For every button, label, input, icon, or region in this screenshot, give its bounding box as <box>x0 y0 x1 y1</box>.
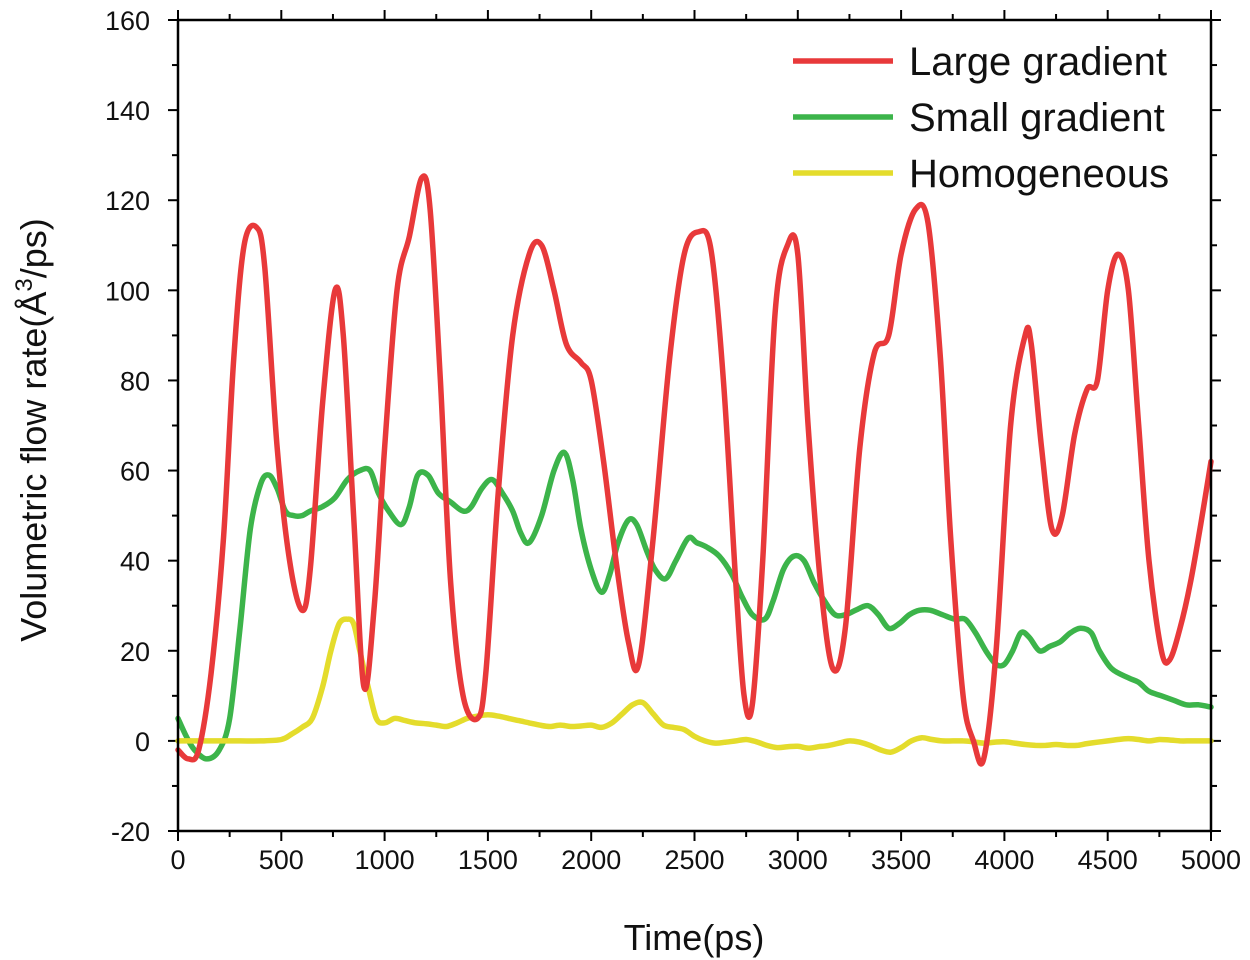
legend: Large gradient Small gradient Homogeneou… <box>793 40 1169 196</box>
y-tick-label: 0 <box>135 727 150 757</box>
legend-item-small-gradient: Small gradient <box>793 96 1165 140</box>
y-tick-label: 40 <box>120 547 150 577</box>
x-axis-title: Time(ps) <box>624 917 765 958</box>
x-tick-label: 4500 <box>1078 845 1138 875</box>
y-axis-title-units: /ps) <box>13 218 54 278</box>
x-tick-label: 5000 <box>1181 845 1241 875</box>
legend-label-homogeneous: Homogeneous <box>909 152 1169 196</box>
x-tick-label: 500 <box>259 845 304 875</box>
y-axis-title-superscript: 3 <box>11 278 38 291</box>
y-tick-label: 20 <box>120 637 150 667</box>
series-line-large-gradient <box>175 173 1214 767</box>
legend-item-large-gradient: Large gradient <box>793 40 1167 84</box>
tick-labels: 0 500 1000 1500 2000 2500 3000 3500 4000 4500 5000… <box>105 6 1241 875</box>
x-tick-label: 1500 <box>458 845 518 875</box>
legend-label-large-gradient: Large gradient <box>909 40 1167 84</box>
plot-frame <box>176 18 1213 833</box>
x-tick-label: 3500 <box>871 845 931 875</box>
y-tick-label: 120 <box>105 186 150 216</box>
y-tick-label: 140 <box>105 96 150 126</box>
y-tick-label: 160 <box>105 6 150 36</box>
y-tick-label: 100 <box>105 276 150 306</box>
legend-label-small-gradient: Small gradient <box>909 96 1165 140</box>
y-axis-title: Volumetric flow rate(Å3/ps) <box>11 218 54 642</box>
y-tick-label: 60 <box>120 457 150 487</box>
x-tick-label: 4000 <box>974 845 1034 875</box>
series-lines <box>175 173 1214 767</box>
x-tick-label: 0 <box>170 845 185 875</box>
legend-item-homogeneous: Homogeneous <box>793 152 1169 196</box>
y-axis-title-main: Volumetric flow rate(Å <box>13 292 54 642</box>
x-tick-label: 2000 <box>561 845 621 875</box>
y-tick-label: -20 <box>111 817 150 847</box>
x-tick-label: 3000 <box>768 845 828 875</box>
series-line-homogeneous <box>175 616 1214 755</box>
x-tick-label: 1000 <box>355 845 415 875</box>
series-line-small-gradient <box>175 449 1214 762</box>
x-tick-label: 2500 <box>664 845 724 875</box>
y-tick-label: 80 <box>120 366 150 396</box>
